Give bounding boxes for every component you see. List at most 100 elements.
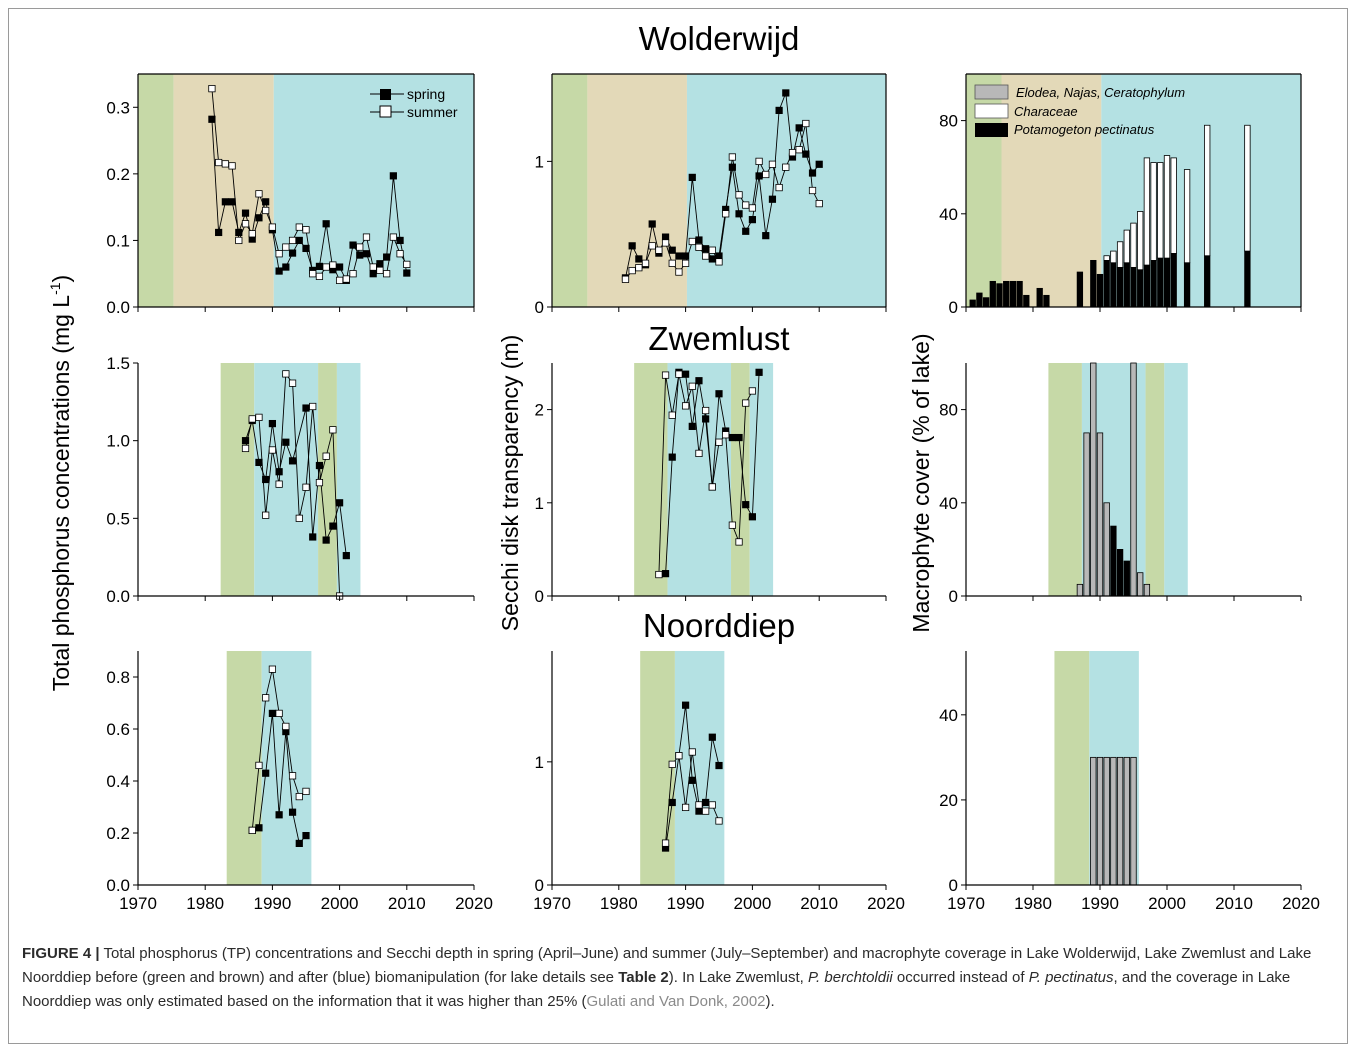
- zwemlust-secchi-summer-point-10: [722, 431, 730, 439]
- wolderwijd-tp-summer-point-25: [376, 266, 384, 274]
- zwemlust-secchi-summer-point-14: [748, 387, 757, 395]
- noorddiep-secchi-summer-point-8: [715, 817, 723, 825]
- wolderwijd-secchi-spring-point-13: [708, 255, 716, 263]
- noorddiep-secchi-xtick-label-4: 2010: [800, 894, 838, 913]
- wolderwijd-tp-spring-point-28: [396, 236, 404, 245]
- noorddiep-macro-bar-1-grey: [1096, 756, 1104, 886]
- wolderwijd-tp-spring-point-5: [241, 209, 250, 217]
- wolderwijd-tp-spring-point-24: [369, 270, 377, 278]
- wolderwijd-macro-bar-5-black: [1003, 280, 1010, 308]
- noorddiep-secchi-spring-point-1: [668, 798, 676, 807]
- wolderwijd-secchi-summer-point-19: [748, 204, 757, 212]
- caption-species-1: P. berchtoldii: [807, 969, 893, 986]
- wolderwijd-tp-spring-point-13: [295, 236, 303, 245]
- wolderwijd-tp-summer-point-16: [315, 272, 324, 280]
- wolderwijd-secchi-summer-point-22: [768, 160, 777, 168]
- wolderwijd-secchi-spring-point-17: [735, 210, 743, 218]
- zwemlust-tp-spring-point-3: [262, 475, 270, 484]
- wolderwijd-secchi-spring-point-4: [648, 220, 656, 228]
- zwemlust-secchi-ytick-label-0: 0: [535, 587, 544, 606]
- wolderwijd-macro-ytick-label-1: 40: [939, 205, 958, 224]
- noorddiep-tp-xtick-label-5: 2020: [455, 894, 493, 913]
- wolderwijd-tp-spring-point-12: [288, 249, 297, 257]
- wolderwijd-secchi-ytick-label-0: 0: [535, 298, 544, 317]
- wolderwijd-secchi-summer-point-1: [628, 266, 636, 275]
- wolderwijd-secchi-summer-point-28: [808, 186, 817, 195]
- wolderwijd-tp-spring-point-8: [262, 198, 270, 206]
- legend-spring-label: spring: [407, 86, 445, 102]
- wolderwijd-secchi-spring-point-12: [702, 245, 710, 253]
- wolderwijd-secchi-summer-point-12: [702, 252, 710, 260]
- zwemlust-tp-summer-point-2: [255, 413, 263, 421]
- noorddiep-macro-xtick-label-3: 2000: [1148, 894, 1186, 913]
- legend-summer-label: summer: [407, 104, 458, 120]
- wolderwijd-tp-spring-point-29: [403, 269, 411, 277]
- lake-title-noorddiep: Noorddiep: [643, 607, 795, 644]
- wolderwijd-secchi-spring-point-21: [762, 232, 770, 240]
- wolderwijd-secchi-summer-point-26: [795, 146, 803, 154]
- wolderwijd-tp-summer-point-21: [349, 270, 357, 278]
- noorddiep-tp-xtick-label-1: 1980: [186, 894, 224, 913]
- noorddiep-tp-xtick-label-2: 1990: [253, 894, 291, 913]
- wolderwijd-secchi-spring-point-27: [802, 150, 810, 158]
- noorddiep-secchi-period-0: [640, 651, 675, 885]
- zwemlust-macro-bar-1-grey: [1083, 432, 1090, 597]
- wolderwijd-tp-spring-point-27: [389, 172, 397, 180]
- zwemlust-secchi-period-2: [731, 363, 750, 596]
- wolderwijd-secchi-summer-point-23: [775, 183, 783, 192]
- noorddiep-tp-spring-point-7: [295, 839, 303, 848]
- wolderwijd-macro-bar-10-black: [1043, 294, 1050, 308]
- zwemlust-macro-bar-8-grey: [1130, 362, 1137, 597]
- wolderwijd-tp-summer-point-4: [235, 236, 243, 245]
- figure-4-chart: 0.00.10.20.301040800.00.51.01.5012040800…: [47, 20, 1320, 913]
- wolderwijd-secchi-spring-point-7: [668, 246, 676, 254]
- legend-tp: spring summer: [370, 86, 458, 120]
- wolderwijd-macro-bar-16-white: [1116, 241, 1124, 268]
- wolderwijd-macro-bar-22-white: [1157, 162, 1164, 259]
- zwemlust-tp-spring-point-10: [315, 461, 324, 470]
- noorddiep-tp-ytick-label-1: 0.2: [106, 824, 130, 843]
- zwemlust-secchi-ytick-label-2: 2: [535, 401, 544, 420]
- noorddiep-secchi-spring-point-7: [708, 733, 716, 741]
- wolderwijd-macro-bar-17-white: [1123, 229, 1130, 264]
- zwemlust-secchi-summer-point-1: [661, 371, 670, 379]
- wolderwijd-tp-spring-point-7: [255, 214, 263, 222]
- wolderwijd-macro-bar-9-black: [1036, 287, 1043, 308]
- zwemlust-tp-summer-point-12: [322, 452, 330, 460]
- y-axis-label-tp: Total phosphorus concentrations (mg L-1): [47, 275, 74, 691]
- zwemlust-tp-ytick-label-2: 1.0: [106, 432, 130, 451]
- wolderwijd-macro-bar-27-white: [1244, 124, 1251, 252]
- wolderwijd-tp-summer-point-1: [215, 158, 223, 167]
- noorddiep-macro-bar-0-grey: [1090, 756, 1097, 886]
- zwemlust-secchi-spring-point-11: [735, 433, 743, 442]
- caption-text-4: , and the coverage in Lake Noorddiep was…: [22, 969, 1291, 1010]
- wolderwijd-secchi-spring-point-11: [695, 236, 703, 244]
- wolderwijd-tp-summer-point-14: [302, 226, 310, 234]
- wolderwijd-tp-spring-point-10: [275, 267, 283, 275]
- wolderwijd-secchi-summer-point-10: [688, 237, 696, 246]
- zwemlust-tp-spring-point-4: [268, 419, 277, 428]
- caption-citation-link[interactable]: Gulati and Van Donk, 2002: [586, 993, 766, 1010]
- legend-white-swatch: [974, 103, 1009, 119]
- wolderwijd-secchi-summer-point-11: [695, 243, 703, 251]
- noorddiep-secchi-spring-point-4: [688, 776, 696, 784]
- noorddiep-secchi-spring-point-8: [715, 761, 723, 770]
- wolderwijd-macro-bar-17-black: [1123, 262, 1130, 308]
- legend-grey-label: Elodea, Najas, Ceratophylum: [1016, 85, 1185, 100]
- zwemlust-tp-summer-point-8: [295, 514, 303, 522]
- noorddiep-tp-summer-point-4: [275, 709, 283, 718]
- wolderwijd-macro-bar-4-black: [996, 283, 1003, 308]
- noorddiep-tp-xtick-label-0: 1970: [119, 894, 157, 913]
- noorddiep-macro-bar-2-grey: [1103, 756, 1110, 886]
- wolderwijd-tp-summer-point-11: [282, 243, 290, 251]
- wolderwijd-tp-summer-point-0: [208, 85, 216, 93]
- wolderwijd-secchi-summer-point-25: [788, 149, 797, 157]
- wolderwijd-macro-bar-21-black: [1150, 259, 1157, 308]
- noorddiep-tp-summer-point-5: [282, 722, 290, 731]
- zwemlust-secchi-summer-point-9: [715, 438, 723, 446]
- noorddiep-secchi-summer-point-4: [688, 748, 696, 756]
- zwemlust-tp-summer-point-3: [262, 511, 270, 519]
- caption-table-link[interactable]: Table 2: [618, 969, 669, 986]
- noorddiep-secchi-summer-point-0: [661, 839, 670, 847]
- zwemlust-tp-summer-point-9: [302, 483, 310, 491]
